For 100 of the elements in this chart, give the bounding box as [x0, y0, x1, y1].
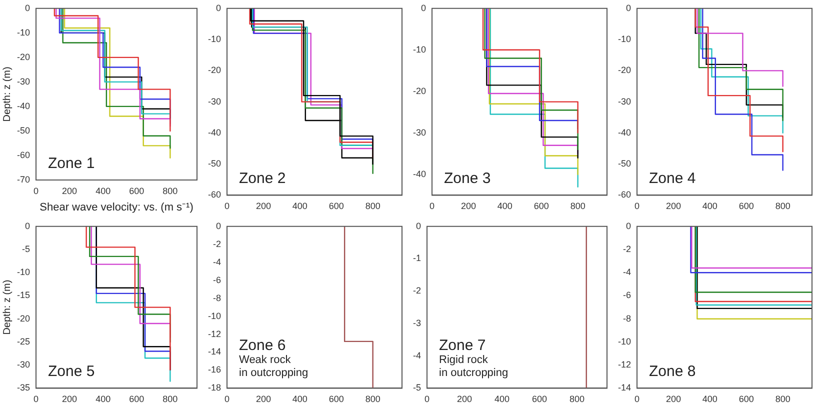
x-tick-label: 600 — [738, 394, 754, 404]
y-tick-label: -10 — [618, 336, 632, 346]
x-tick-label: 600 — [534, 201, 549, 212]
y-tick-label: -15 — [16, 290, 30, 300]
x-tick-label: 200 — [256, 394, 271, 404]
y-tick-label: 0 — [24, 220, 30, 231]
y-tick-label: 0 — [216, 220, 222, 231]
y-tick-label: -5 — [412, 382, 421, 393]
y-tick-label: -40 — [16, 100, 30, 111]
y-tick-label: 0 — [416, 220, 421, 231]
x-tick-label: 0 — [634, 201, 640, 212]
annotation: Zone 4 — [649, 170, 696, 188]
x-tick-label: 200 — [62, 186, 78, 196]
y-tick-label: -3 — [412, 318, 421, 328]
x-tick-label: 800 — [365, 201, 380, 212]
y-axis-title: Depth: z (m) — [2, 66, 13, 122]
x-tick-label: 600 — [532, 394, 548, 404]
y-tick-label: -2 — [212, 238, 222, 249]
y-tick-label: -10 — [412, 44, 426, 54]
y-tick-label: -10 — [208, 310, 222, 321]
annotation: Zone 7 — [439, 337, 486, 354]
y-tick-label: -40 — [208, 127, 222, 138]
x-tick-label: 200 — [456, 394, 472, 404]
y-tick-label: -25 — [16, 336, 30, 346]
x-tick-label: 800 — [775, 201, 790, 212]
y-tick-label: -30 — [412, 127, 426, 138]
y-tick-label: -60 — [618, 190, 632, 200]
annotation: in outcropping — [239, 367, 308, 380]
y-tick-label: -18 — [208, 382, 222, 393]
y-tick-label: -10 — [618, 34, 632, 44]
y-tick-label: -8 — [212, 292, 222, 303]
x-tick-label: 800 — [570, 201, 586, 212]
x-tick-label: 0 — [34, 394, 39, 404]
x-tick-label: 400 — [497, 201, 512, 212]
x-tick-label: 400 — [702, 201, 718, 212]
y-tick-label: -4 — [622, 267, 632, 278]
y-tick-label: -2 — [412, 286, 421, 296]
annotation: Zone 6 — [239, 337, 286, 354]
y-tick-label: -6 — [212, 274, 222, 285]
y-tick-label: -14 — [208, 346, 222, 357]
x-tick-label: 200 — [62, 394, 78, 404]
y-tick-label: -60 — [208, 190, 222, 200]
y-tick-label: -40 — [618, 127, 632, 138]
y-tick-label: -35 — [16, 382, 30, 393]
y-tick-label: -40 — [412, 168, 426, 179]
x-tick-label: 400 — [292, 201, 308, 212]
y-tick-label: -30 — [618, 96, 632, 106]
y-tick-label: -20 — [618, 65, 632, 76]
y-tick-label: -6 — [622, 290, 632, 300]
y-tick-label: -20 — [412, 86, 426, 96]
annotation: Zone 3 — [444, 170, 491, 188]
x-tick-label: 800 — [569, 394, 585, 404]
annotation: Zone 2 — [239, 170, 286, 188]
x-tick-label: 200 — [666, 394, 681, 404]
annotation: in outcropping — [439, 367, 508, 380]
y-tick-label: -30 — [16, 360, 30, 370]
y-tick-label: -8 — [622, 313, 632, 324]
y-tick-label: 0 — [216, 2, 222, 13]
x-tick-label: 400 — [96, 394, 111, 404]
y-tick-label: -20 — [16, 52, 30, 62]
x-tick-label: 200 — [256, 201, 271, 212]
y-tick-label: -10 — [16, 27, 30, 38]
annotation: Zone 5 — [48, 363, 95, 380]
x-tick-label: 0 — [34, 186, 39, 196]
y-tick-label: -4 — [412, 350, 421, 360]
y-tick-label: -20 — [16, 313, 30, 324]
x-tick-label: 400 — [96, 186, 111, 196]
annotation: Zone 8 — [649, 363, 696, 380]
y-tick-label: -4 — [212, 256, 222, 267]
annotation: Rigid rock — [439, 354, 488, 366]
annotation: Zone 1 — [48, 155, 95, 172]
x-tick-label: 800 — [162, 186, 178, 196]
x-tick-label: 200 — [460, 201, 476, 212]
x-tick-label: 600 — [129, 394, 144, 404]
x-tick-label: 800 — [775, 394, 790, 404]
y-tick-label: 0 — [626, 220, 632, 231]
y-tick-label: 0 — [24, 2, 30, 13]
x-tick-label: 600 — [328, 201, 344, 212]
y-tick-label: 0 — [626, 2, 632, 13]
x-tick-label: 0 — [224, 394, 230, 404]
y-tick-label: -20 — [208, 65, 222, 76]
x-tick-label: 200 — [666, 201, 681, 212]
x-tick-label: 800 — [365, 394, 380, 404]
y-tick-label: -14 — [618, 382, 632, 393]
y-tick-label: -50 — [16, 125, 30, 136]
y-tick-label: -16 — [208, 364, 222, 375]
y-tick-label: -30 — [208, 96, 222, 106]
x-tick-label: 600 — [738, 201, 754, 212]
x-axis-title: Shear wave velocity: vs. (m s⁻¹) — [40, 201, 194, 214]
y-tick-label: -12 — [208, 328, 222, 339]
y-tick-label: -10 — [16, 267, 30, 278]
y-tick-label: -5 — [22, 244, 30, 254]
y-tick-label: 0 — [420, 2, 426, 13]
x-tick-label: 0 — [634, 394, 640, 404]
y-tick-label: -70 — [16, 174, 30, 184]
annotation: Weak rock — [239, 354, 292, 366]
y-axis-title: Depth: z (m) — [2, 280, 13, 335]
x-tick-label: 600 — [129, 186, 144, 196]
y-tick-label: -1 — [412, 253, 421, 264]
y-tick-label: -30 — [16, 76, 30, 86]
